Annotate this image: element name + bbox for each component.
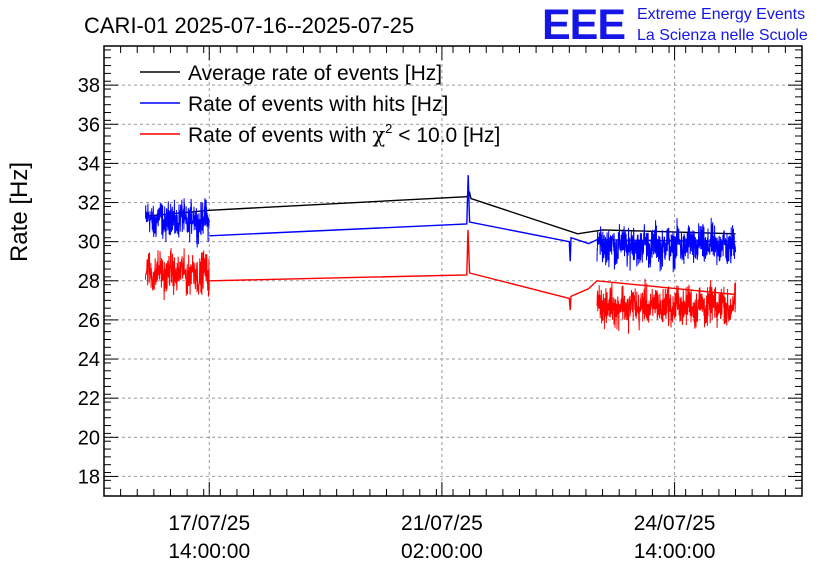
y-tick-label: 36: [78, 114, 100, 136]
legend-chi2-superscript: 2: [385, 121, 392, 136]
legend-label-chi2: Rate of events with χ2 < 10.0 [Hz]: [188, 121, 500, 147]
series-noise-band: [596, 217, 736, 273]
y-tick-label: 34: [78, 153, 100, 175]
x-tick-date: 21/07/25: [401, 512, 483, 535]
logo-line-2: La Scienza nelle Scuole: [637, 27, 808, 44]
legend-label-average: Average rate of events [Hz]: [188, 62, 442, 85]
series-group: [145, 175, 736, 334]
y-tick-label: 26: [78, 310, 100, 332]
x-tick-time: 14:00:00: [168, 540, 250, 563]
logo-mark: EEE: [542, 1, 625, 49]
x-tick-time: 14:00:00: [634, 540, 716, 563]
y-tick-label: 32: [78, 193, 100, 215]
tick-labels: 182022242628303234363817/07/2514:00:0021…: [78, 75, 716, 563]
legend-chi2-suffix: < 10.0 [Hz]: [392, 124, 500, 147]
eee-logo: EEE Extreme Energy Events La Scienza nel…: [542, 1, 808, 49]
series-noise-band: [145, 248, 210, 301]
y-tick-label: 20: [78, 427, 100, 449]
series-line: [209, 175, 736, 262]
legend: Average rate of events [Hz] Rate of even…: [140, 62, 500, 147]
y-axis-label: Rate [Hz]: [6, 162, 33, 262]
x-tick-date: 17/07/25: [168, 512, 250, 535]
y-tick-label: 22: [78, 388, 100, 410]
y-tick-label: 30: [78, 232, 100, 254]
series-noise-band: [145, 198, 210, 248]
y-tick-label: 24: [78, 349, 100, 371]
axis-ticks: [104, 46, 802, 496]
grid-lines: [104, 46, 802, 496]
chart-title: CARI-01 2025-07-16--2025-07-25: [84, 13, 414, 38]
series-line: [145, 191, 736, 235]
legend-chi2-symbol: χ: [372, 123, 385, 147]
x-tick-date: 24/07/25: [634, 512, 716, 535]
logo-line-1: Extreme Energy Events: [637, 6, 805, 23]
series-hits: [145, 175, 736, 273]
series-noise-band: [596, 278, 736, 334]
legend-label-hits: Rate of events with hits [Hz]: [188, 93, 448, 116]
legend-chi2-prefix: Rate of events with: [188, 124, 372, 147]
x-tick-time: 02:00:00: [401, 540, 483, 563]
y-tick-label: 28: [78, 271, 100, 293]
series-average: [145, 191, 736, 235]
y-tick-label: 38: [78, 75, 100, 97]
series-chi2: [145, 229, 736, 334]
series-line: [209, 229, 736, 311]
y-tick-label: 18: [78, 466, 100, 488]
